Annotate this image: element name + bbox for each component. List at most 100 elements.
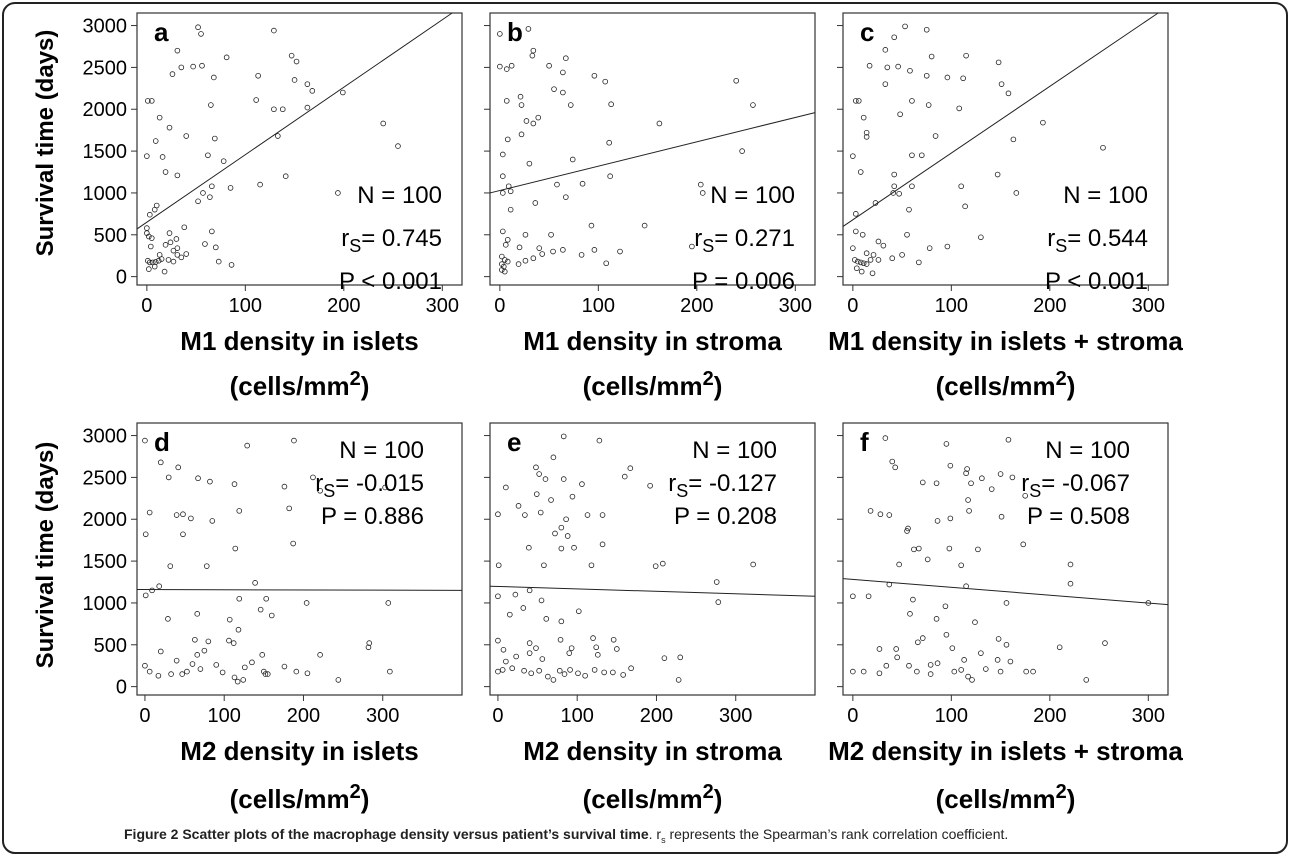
stat-n: N = 100 <box>1063 182 1148 209</box>
y-tick-label: 0 <box>116 267 127 289</box>
data-point <box>869 270 876 277</box>
data-point <box>212 135 218 142</box>
data-point <box>520 605 527 611</box>
data-point <box>226 637 232 644</box>
stat-rs: rS= 0.271 <box>694 225 795 256</box>
x-tick-label: 200 <box>327 295 360 317</box>
data-point <box>517 93 524 100</box>
data-point <box>857 169 864 175</box>
data-point <box>928 53 935 60</box>
data-point <box>205 152 211 159</box>
data-point <box>875 238 882 245</box>
data-point <box>190 63 196 70</box>
data-point <box>607 173 613 180</box>
data-point <box>159 154 166 160</box>
data-point <box>560 247 566 253</box>
data-point <box>365 644 372 651</box>
y-tick-label: 0 <box>116 677 127 699</box>
x-axis-label: M2 density in islets + stroma <box>828 736 1183 766</box>
data-point <box>380 120 387 127</box>
data-point <box>998 513 1005 520</box>
data-point <box>281 663 288 670</box>
data-point <box>962 203 968 210</box>
data-point <box>958 562 964 569</box>
data-point <box>617 248 623 255</box>
data-point <box>951 668 958 675</box>
stat-rs: rS= 0.544 <box>1047 225 1148 256</box>
data-point <box>500 190 506 196</box>
data-point <box>507 611 513 618</box>
data-point <box>927 662 934 668</box>
data-point <box>536 245 543 251</box>
data-point <box>875 257 882 263</box>
data-point <box>596 437 603 444</box>
data-point <box>236 595 243 602</box>
y-tick-label: 500 <box>94 635 127 657</box>
stat-rs: rS= -0.127 <box>668 470 777 501</box>
data-point <box>240 677 247 683</box>
x-axis-unit: (cells/mm2) <box>583 368 723 401</box>
regression-line <box>842 578 1169 606</box>
chart-panel-c: 0 100 200 300 c N = 100 rS= 0.544 P < 0.001 M1 d… <box>828 12 1183 401</box>
data-point <box>558 524 565 531</box>
data-point <box>181 224 188 231</box>
data-point <box>166 124 173 131</box>
data-point <box>543 616 550 622</box>
data-point <box>661 655 668 661</box>
y-tick-label: 1500 <box>83 141 128 163</box>
data-point <box>877 511 884 518</box>
data-point <box>932 133 939 139</box>
data-point <box>1100 144 1106 151</box>
data-point <box>495 562 502 569</box>
data-point <box>515 503 522 509</box>
data-point <box>532 200 539 206</box>
x-tick-label: 300 <box>426 295 459 317</box>
data-point <box>395 143 401 149</box>
data-point <box>538 597 545 604</box>
data-point <box>385 600 392 606</box>
data-point <box>891 183 898 190</box>
data-point <box>257 181 263 188</box>
data-point <box>522 512 528 518</box>
x-tick-label: 100 <box>561 705 594 727</box>
data-point <box>934 660 941 666</box>
y-tick-label: 1000 <box>83 183 128 205</box>
data-point <box>554 181 560 188</box>
data-point <box>946 545 953 552</box>
data-point <box>178 254 185 261</box>
data-point <box>203 563 210 569</box>
data-point <box>893 646 899 652</box>
data-point <box>567 667 573 673</box>
data-point <box>236 508 243 514</box>
stat-p: P < 0.001 <box>1045 268 1148 295</box>
data-point <box>499 253 505 260</box>
data-point <box>652 563 659 569</box>
x-tick-label: 0 <box>492 705 503 727</box>
data-point <box>575 670 581 677</box>
x-tick-label: 0 <box>847 705 858 727</box>
data-point <box>610 636 617 643</box>
data-point <box>530 47 537 54</box>
data-point <box>152 138 159 144</box>
x-tick-label: 300 <box>366 705 399 727</box>
data-point <box>209 228 215 235</box>
data-point <box>850 245 856 251</box>
data-point <box>889 255 896 262</box>
data-point <box>304 81 311 87</box>
data-point <box>530 255 537 262</box>
data-point <box>979 475 985 482</box>
y-tick-label: 2000 <box>83 99 128 121</box>
data-point <box>852 257 858 263</box>
data-point <box>602 78 609 85</box>
data-point <box>904 528 910 534</box>
data-point <box>556 667 563 674</box>
data-point <box>947 515 954 522</box>
data-point <box>1030 668 1036 675</box>
data-point <box>853 265 860 272</box>
x-axis-unit: (cells/mm2) <box>936 368 1076 401</box>
plot-area <box>842 422 1169 696</box>
data-point <box>142 437 148 444</box>
data-point <box>882 435 889 441</box>
